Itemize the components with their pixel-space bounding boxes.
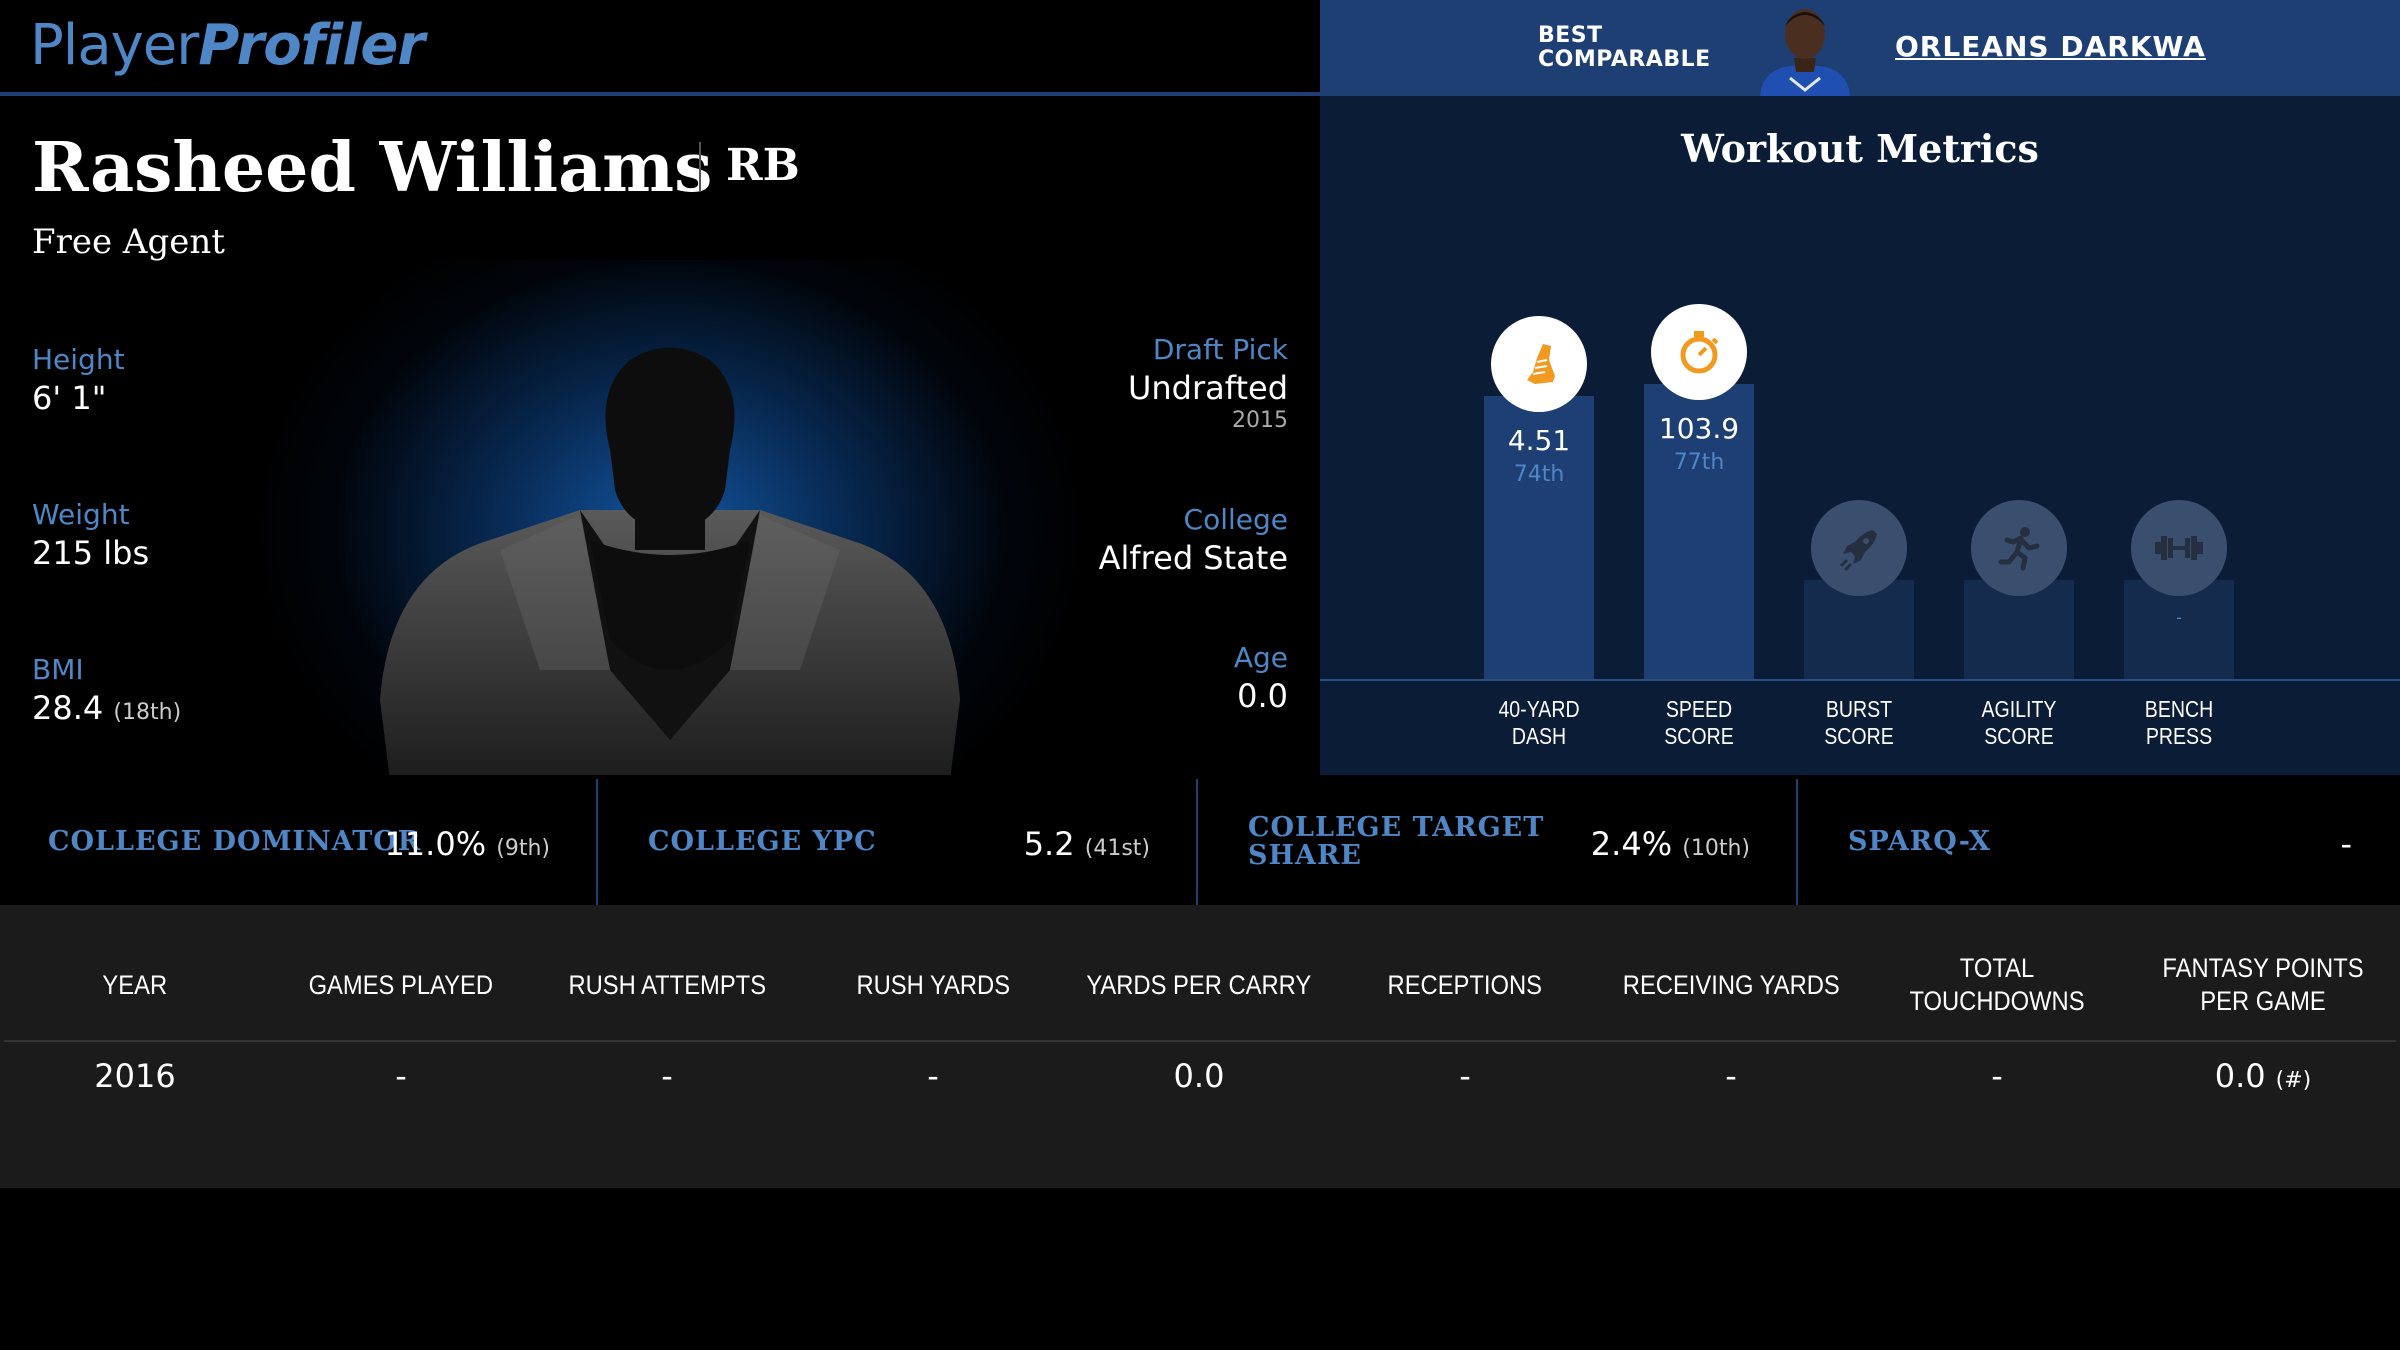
draft-pick-label: Draft Pick [1152,333,1288,366]
player-silhouette-image [380,347,960,775]
workout-metrics-title: Workout Metrics [1681,126,2039,171]
cell-year: 2016 [94,1057,176,1095]
column-header-receiving-yards[interactable]: RECEIVING YARDS [1622,969,1840,1000]
comparable-avatar[interactable] [1750,0,1860,96]
speed-score-label: SPEED SCORE [1664,696,1734,749]
bench-press-value: - [2176,608,2182,627]
cell-rush-yards: - [927,1057,939,1095]
sparq-x-label: SPARQ-X [1848,826,1991,857]
height-label: Height [32,343,125,376]
bench-press-bar[interactable] [2124,580,2234,680]
agility-score-label: AGILITY SCORE [1981,696,2057,749]
cell-fantasy-points-per-game: 0.0 (#) [2214,1057,2312,1095]
bmi-rank: (18th) [113,700,182,725]
metric-divider [1196,779,1198,905]
speed-score-value: 103.9 [1658,412,1740,445]
player-summary-panel: Rasheed Williams RB Free Agent Height 6'… [0,100,1320,775]
college-ypc-metric[interactable]: COLLEGE YPC 5.2 (41st) [600,779,1198,905]
player-position: RB [726,140,800,191]
bmi-value: 28.4 (18th) [32,689,182,727]
weight-label: Weight [32,498,130,531]
age-stat: Age 0.0 [1234,640,1288,716]
college-ypc-label: COLLEGE YPC [648,826,877,857]
running-shoe-icon [1491,316,1587,412]
player-team: Free Agent [32,222,225,262]
metric-divider [1796,779,1798,905]
college-stat: College Alfred State [1099,502,1288,578]
cell-yards-per-carry: 0.0 [1173,1057,1225,1095]
cell-rush-attempts: - [661,1057,673,1095]
forty-yard-dash-label: 40-YARD DASH [1498,696,1580,749]
column-header-total-touchdowns[interactable]: TOTAL TOUCHDOWNS [1909,953,2085,1016]
header-bar: PlayerProfiler [0,0,1320,96]
runner-icon [1971,500,2067,596]
column-header-year[interactable]: YEAR [102,969,168,1000]
college-dominator-metric[interactable]: COLLEGE DOMINATOR 11.0% (9th) [0,779,598,905]
cell-receiving-yards: - [1725,1057,1737,1095]
height-value: 6' 1" [32,379,107,417]
cell-receptions: - [1459,1057,1471,1095]
bmi-label: BMI [32,653,84,686]
table-header-row: YEAR GAMES PLAYED RUSH ATTEMPTS RUSH YAR… [0,945,2400,1025]
best-comparable-banner: BEST COMPARABLE ORLEANS DARKWA [1320,0,2400,96]
burst-score-bar[interactable] [1804,580,1914,680]
stopwatch-icon [1651,304,1747,400]
weight-value: 215 lbs [32,534,150,572]
column-header-receptions[interactable]: RECEPTIONS [1387,969,1543,1000]
draft-pick-value: Undrafted [1127,369,1288,407]
name-position-divider [699,142,701,192]
cell-total-touchdowns: - [1991,1057,2003,1095]
college-ypc-value: 5.2 (41st) [1023,825,1150,863]
sparq-x-value: - [2340,825,2352,863]
age-label: Age [1233,641,1288,674]
college-target-share-value: 2.4% (10th) [1590,825,1750,863]
college-dominator-label: COLLEGE DOMINATOR [48,826,422,857]
best-comparable-label: BEST COMPARABLE [1538,23,1711,72]
college-target-share-label: COLLEGE TARGET SHARE [1248,812,1545,871]
age-value: 0.0 [1237,677,1288,715]
forty-yard-dash-percentile: 74th [1513,462,1565,487]
college-dominator-value: 11.0% (9th) [384,825,550,863]
college-target-share-metric[interactable]: COLLEGE TARGET SHARE 2.4% (10th) [1200,779,1798,905]
agility-score-bar[interactable] [1964,580,2074,680]
draft-year: 2015 [1232,408,1288,433]
dumbbell-icon [2131,500,2227,596]
table-header-divider [4,1040,2396,1042]
college-value: Alfred State [1098,539,1288,577]
column-header-fantasy-points-per-game[interactable]: FANTASY POINTS PER GAME [2162,953,2364,1016]
bmi-stat: BMI 28.4 (18th) [32,652,181,733]
player-profiler-logo[interactable]: PlayerProfiler [30,13,425,78]
column-header-games-played[interactable]: GAMES PLAYED [308,969,494,1000]
height-stat: Height 6' 1" [32,342,125,418]
season-stats-table: YEAR GAMES PLAYED RUSH ATTEMPTS RUSH YAR… [0,905,2400,1188]
cell-games-played: - [395,1057,407,1095]
rocket-icon [1811,500,1907,596]
burst-score-label: BURST SCORE [1824,696,1894,749]
speed-score-percentile: 77th [1673,450,1725,475]
forty-yard-dash-value: 4.51 [1507,424,1571,457]
draft-pick-stat: Draft Pick Undrafted 2015 [1128,332,1288,434]
column-header-rush-yards[interactable]: RUSH YARDS [856,969,1010,1000]
column-header-rush-attempts[interactable]: RUSH ATTEMPTS [568,969,766,1000]
bench-press-label: BENCH PRESS [2144,696,2214,749]
chart-baseline [1320,679,2400,681]
comparable-player-link[interactable]: ORLEANS DARKWA [1895,30,2206,63]
speed-score-bar[interactable] [1644,384,1754,680]
player-name: Rasheed Williams [32,128,713,208]
weight-stat: Weight 215 lbs [32,497,149,573]
column-header-yards-per-carry[interactable]: YARDS PER CARRY [1086,969,1312,1000]
metric-divider [596,779,598,905]
college-label: College [1183,503,1288,536]
forty-yard-dash-bar[interactable] [1484,396,1594,680]
sparq-x-metric[interactable]: SPARQ-X - [1800,779,2400,905]
college-metrics-strip: COLLEGE DOMINATOR 11.0% (9th) COLLEGE YP… [0,779,2400,905]
workout-metrics-panel: Workout Metrics 4.51 74th 103.9 77th - 4… [1320,96,2400,775]
fantasy-rank-marker: (#) [2275,1068,2312,1093]
